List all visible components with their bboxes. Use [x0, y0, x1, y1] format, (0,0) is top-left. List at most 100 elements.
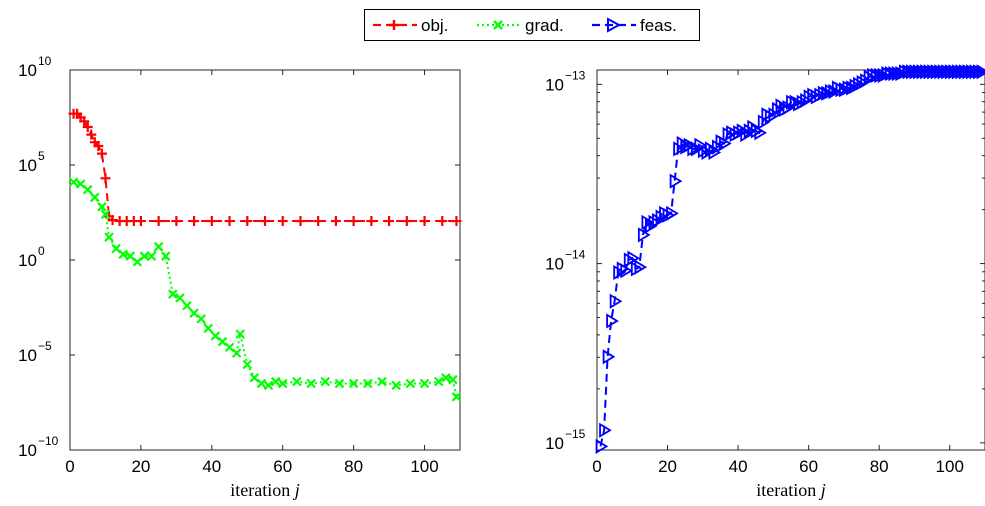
data-point-marker: [189, 216, 200, 227]
series-line: [73, 112, 457, 222]
data-point-marker: [433, 376, 444, 387]
data-point-marker: [909, 64, 923, 80]
data-point-marker: [906, 64, 919, 80]
legend-swatch-obj: [373, 20, 417, 30]
y-tick-exponent: −14: [565, 248, 586, 262]
y-tick-label: 10: [545, 75, 564, 94]
legend-label-grad: grad.: [525, 16, 564, 35]
data-point-marker: [270, 376, 281, 387]
x-tick-label: 0: [592, 457, 601, 476]
y-tick-label: 10: [545, 434, 564, 453]
data-point-marker: [363, 378, 373, 389]
data-point-marker: [171, 216, 182, 227]
data-point-marker: [366, 216, 377, 227]
data-point-marker: [743, 123, 757, 139]
data-point-marker: [620, 263, 633, 279]
data-point-marker: [965, 64, 979, 80]
data-point-marker: [260, 216, 270, 227]
data-point-marker: [277, 378, 288, 389]
x-axis-label-text: iteration: [756, 480, 820, 500]
data-point-marker: [800, 92, 813, 109]
data-point-marker: [451, 216, 462, 227]
data-point-marker: [602, 349, 616, 365]
data-point-marker: [451, 392, 462, 402]
data-point-marker: [242, 359, 253, 370]
plot-area-1: [69, 69, 461, 451]
data-point-marker: [100, 173, 111, 184]
data-point-marker: [118, 249, 128, 260]
data-point-marker: [973, 64, 985, 80]
data-point-marker: [683, 137, 697, 153]
x-tick-label: 80: [344, 457, 363, 476]
data-point-marker: [948, 64, 962, 80]
data-point-marker: [704, 141, 718, 157]
data-point-marker: [955, 64, 969, 80]
data-point-marker: [595, 438, 609, 455]
x-tick-label: 60: [273, 457, 292, 476]
data-point-marker: [348, 216, 359, 227]
data-point-marker: [690, 141, 704, 157]
data-point-marker: [669, 173, 683, 189]
data-point-marker: [913, 64, 926, 80]
y-tick-label: 10: [18, 441, 37, 460]
x-tick-label: 60: [799, 457, 818, 476]
data-point-marker: [609, 293, 623, 309]
data-point-marker: [736, 123, 750, 139]
data-point-marker: [613, 264, 626, 281]
data-point-marker: [135, 216, 146, 227]
data-point-marker: [782, 100, 796, 116]
data-point-marker: [870, 67, 884, 83]
plot-area-2: [596, 69, 985, 451]
data-point-marker: [86, 129, 97, 140]
legend-label-feas: feas.: [640, 16, 677, 35]
data-point-marker: [920, 64, 933, 80]
x-tick-label: 40: [202, 457, 221, 476]
data-point-marker: [976, 64, 985, 80]
data-point-marker: [441, 373, 451, 383]
data-point-marker: [824, 83, 838, 100]
data-point-marker: [292, 376, 302, 387]
data-point-marker: [206, 216, 217, 227]
y-tick-exponent: 5: [38, 149, 45, 163]
data-point-marker: [231, 348, 242, 358]
data-point-marker: [666, 205, 679, 221]
data-point-marker: [384, 216, 395, 227]
data-point-marker: [771, 101, 785, 118]
data-point-marker: [448, 374, 458, 385]
data-point-marker: [842, 80, 856, 96]
data-point-marker: [606, 313, 619, 329]
data-point-marker: [634, 259, 648, 275]
series-obj: [68, 108, 462, 227]
data-point-marker: [944, 64, 958, 80]
legend-swatch-grad: [477, 20, 521, 30]
y-tick-label: 10: [18, 156, 37, 175]
data-point-marker: [242, 216, 253, 227]
data-point-marker: [419, 378, 430, 389]
data-point-marker: [306, 378, 316, 389]
data-point-marker: [235, 329, 245, 339]
data-point-marker: [884, 65, 898, 82]
y-tick-label: 10: [18, 251, 37, 270]
data-point-marker: [377, 376, 387, 387]
y-tick-exponent: −13: [565, 68, 586, 82]
data-point-marker: [958, 64, 972, 80]
data-point-marker: [96, 148, 107, 159]
data-point-marker: [263, 380, 274, 391]
data-point-marker: [68, 177, 79, 187]
data-point-marker: [754, 125, 768, 141]
x-tick-label: 80: [870, 457, 889, 476]
y-tick-exponent: −5: [38, 339, 52, 353]
data-point-marker: [860, 73, 873, 89]
data-point-marker: [641, 214, 655, 230]
data-point-marker: [712, 139, 725, 155]
data-point-marker: [867, 67, 880, 83]
y-tick-exponent: 0: [38, 244, 45, 258]
data-point-marker: [160, 251, 171, 261]
data-point-marker: [655, 209, 669, 225]
data-point-marker: [330, 216, 341, 227]
y-tick-exponent: 10: [38, 54, 52, 68]
data-point-marker: [196, 314, 206, 324]
data-point-marker: [941, 64, 954, 80]
data-point-marker: [277, 216, 288, 227]
